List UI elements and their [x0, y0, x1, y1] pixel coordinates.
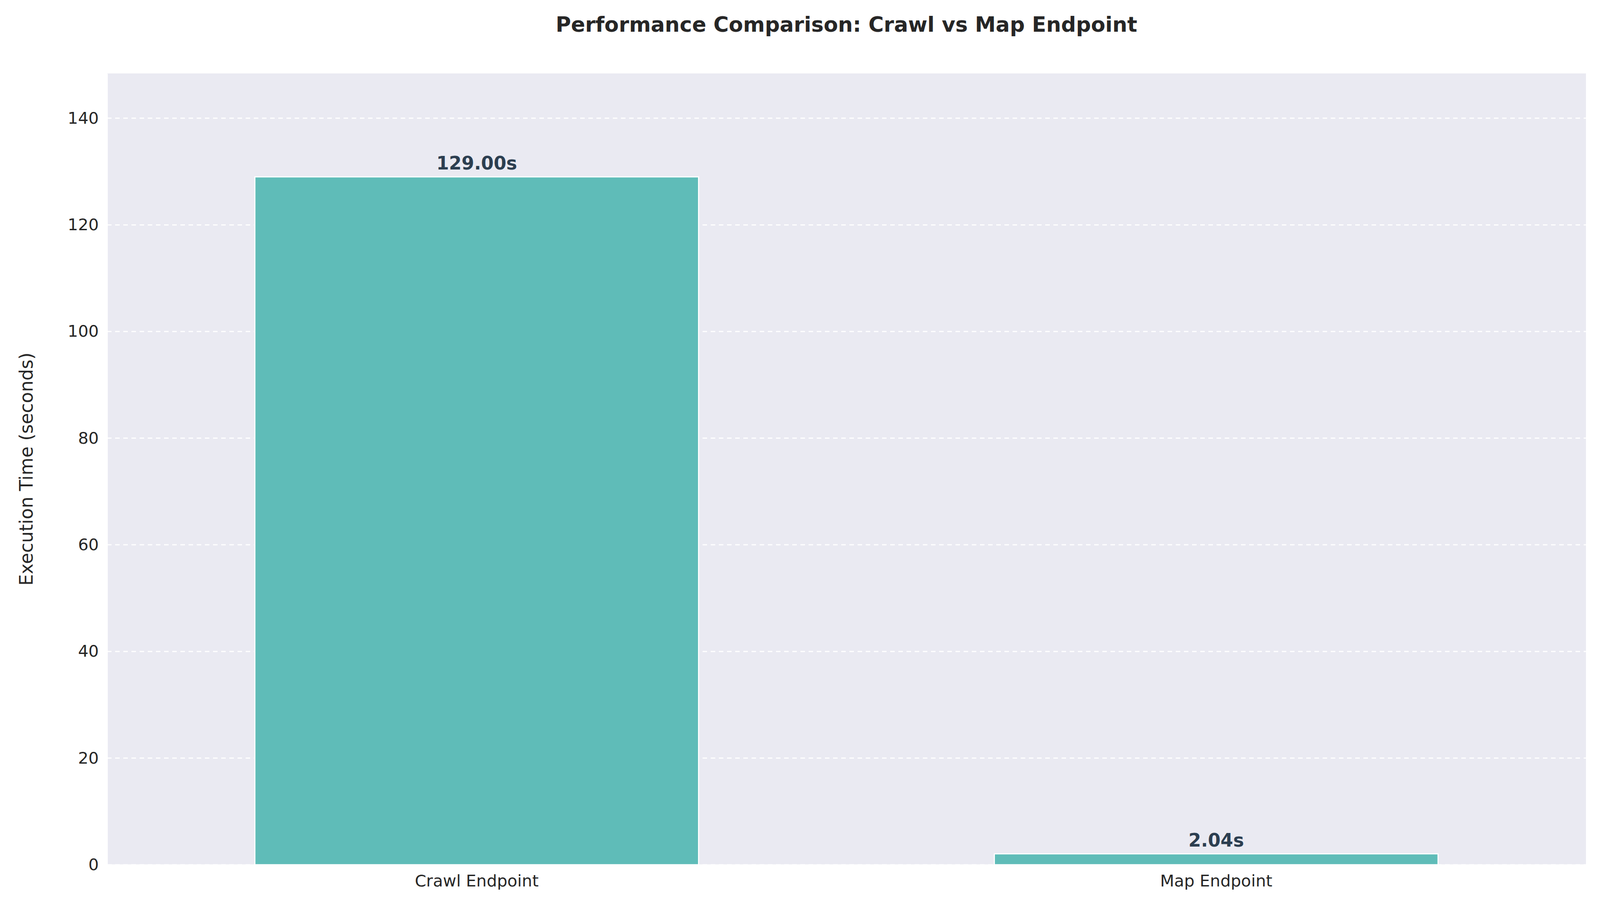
y-tick-label: 100 — [67, 321, 99, 341]
y-tick-label: 80 — [77, 428, 99, 448]
y-tick: 60 — [77, 535, 107, 554]
plot: 129.00s 2.04s 0 20 40 60 80 100 120 140 Crawl Endp… — [67, 73, 1586, 891]
bar — [994, 853, 1439, 865]
y-axis-line — [106, 73, 108, 866]
title: Performance Comparison: Crawl vs Map End… — [555, 12, 1138, 37]
bar — [254, 176, 699, 865]
x-tick: Map Endpoint — [1159, 864, 1273, 891]
x-axis-line — [107, 864, 1587, 866]
x-tick-label: Crawl Endpoint — [414, 871, 539, 891]
y-tick-label: 20 — [77, 748, 99, 768]
x-tick-label: Map Endpoint — [1159, 871, 1273, 891]
y-tick-label: 120 — [67, 215, 99, 234]
y-axis: 0 20 40 60 80 100 120 140 — [67, 73, 107, 875]
chart: 129.00s 2.04s 0 20 40 60 80 100 120 140 Crawl Endp… — [0, 0, 1600, 920]
plot-background — [106, 73, 1586, 865]
bars — [254, 176, 1438, 865]
data-label: 2.04s — [1188, 829, 1245, 851]
y-tick-label: 60 — [77, 535, 99, 554]
y-tick-label: 0 — [88, 855, 99, 874]
data-labels: 129.00s 2.04s — [436, 152, 1245, 851]
y-tick: 80 — [77, 428, 107, 448]
y-axis-title: Execution Time (seconds) — [15, 352, 37, 586]
y-tick: 40 — [77, 641, 107, 661]
y-tick: 120 — [67, 215, 107, 234]
y-tick: 20 — [77, 748, 107, 768]
y-tick: 100 — [67, 321, 107, 341]
y-tick-label: 140 — [67, 108, 99, 128]
grid-line — [106, 117, 1586, 120]
y-tick: 0 — [88, 855, 107, 874]
x-axis: Crawl Endpoint Map Endpoint — [107, 864, 1587, 891]
y-tick: 140 — [67, 108, 107, 128]
y-tick-label: 40 — [77, 641, 99, 661]
x-tick: Crawl Endpoint — [414, 864, 539, 891]
grid — [106, 118, 1586, 865]
data-label: 129.00s — [436, 152, 518, 174]
